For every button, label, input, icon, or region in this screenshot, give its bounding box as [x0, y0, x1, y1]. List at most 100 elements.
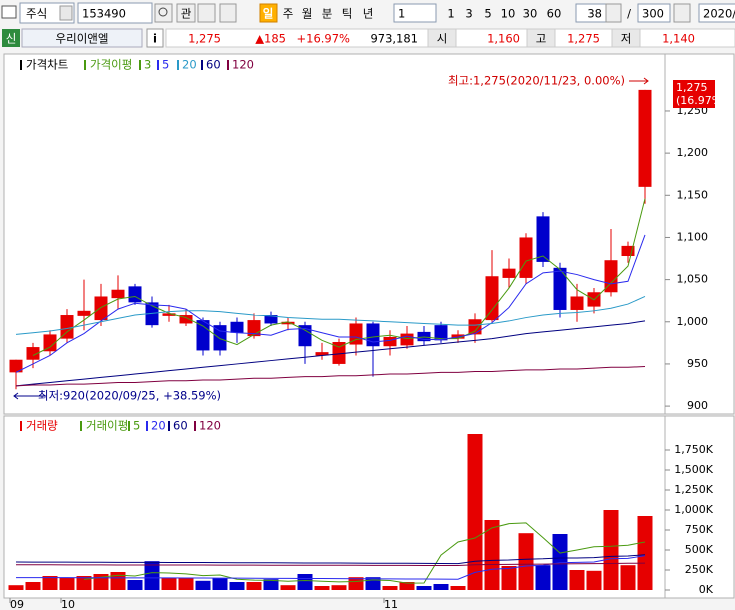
period-button[interactable]	[319, 4, 336, 22]
high-label: 고	[536, 32, 547, 46]
candle-body	[434, 325, 448, 341]
candle-body	[638, 89, 652, 187]
candle-body	[553, 267, 567, 310]
volume-bar	[433, 584, 449, 590]
info-button[interactable]	[146, 28, 164, 48]
legend-bar	[128, 421, 130, 431]
period-text: 년	[363, 7, 374, 21]
open-label: 시	[437, 32, 448, 46]
period-button[interactable]	[259, 3, 278, 23]
high-annotation: 최고:1,275(2020/11/23, 0.00%)	[448, 74, 625, 88]
candle-body	[43, 334, 57, 352]
period-text: 분	[322, 7, 333, 21]
candle-body	[536, 216, 550, 262]
ma-line	[15, 296, 646, 335]
candle-body	[519, 237, 533, 278]
volume-bar	[552, 534, 568, 590]
candle-body	[604, 260, 618, 293]
unit-button[interactable]	[442, 4, 460, 22]
volume-bar	[637, 516, 653, 590]
legend-bar	[201, 60, 203, 70]
unit-button[interactable]	[460, 4, 478, 22]
volume-bar	[416, 586, 432, 590]
y-tick-label: 1,050	[677, 273, 709, 286]
y-tick-label: 900	[687, 399, 708, 412]
volume-bar	[76, 576, 92, 590]
volume-bar	[484, 520, 500, 590]
search-button[interactable]	[154, 3, 173, 23]
max-count-input[interactable]	[637, 3, 671, 23]
watch-button[interactable]	[176, 3, 196, 23]
unit-button[interactable]	[499, 4, 517, 22]
volume-bar	[348, 577, 364, 590]
period-button[interactable]	[339, 4, 356, 22]
legend-entry: 3	[144, 58, 151, 72]
period-button[interactable]	[299, 4, 316, 22]
volume-bar	[212, 578, 228, 590]
price-ma-title: 가격이평	[90, 58, 132, 72]
period-button[interactable]	[360, 4, 377, 22]
code-input[interactable]	[77, 2, 153, 24]
volume-bar	[297, 574, 313, 590]
ma-line	[32, 198, 646, 356]
legend-entry: 5	[133, 419, 140, 433]
unit-button[interactable]	[479, 4, 497, 22]
last-price: 1,275	[676, 81, 708, 94]
candle-body	[281, 321, 295, 325]
legend-bar	[20, 60, 22, 70]
y-tick-label: 250K	[685, 563, 714, 576]
volume-bar	[399, 582, 415, 590]
volume-title: 거래량	[26, 419, 58, 433]
dropdown-button[interactable]	[59, 5, 73, 21]
volume-bar	[127, 580, 143, 590]
candle-body	[621, 245, 635, 257]
legend-bar	[139, 60, 141, 70]
candle-body	[502, 268, 516, 278]
settings-button[interactable]	[673, 3, 691, 23]
stock-name: 우리이앤엘	[56, 32, 109, 46]
candle-body	[77, 310, 91, 316]
volume-bar	[263, 579, 279, 590]
watch-text: 관	[181, 7, 192, 21]
y-tick-label: 1,000	[677, 315, 709, 328]
unit-select[interactable]	[393, 3, 437, 23]
price-panel	[3, 53, 735, 415]
volume-bar	[280, 585, 296, 590]
updown-button[interactable]	[219, 3, 237, 23]
y-tick-label: 1,750K	[674, 443, 713, 456]
candle-body	[128, 286, 142, 303]
y-tick-label: 1,200	[677, 146, 709, 159]
low-cell	[611, 28, 641, 48]
candle-body	[468, 319, 482, 335]
date-input[interactable]	[698, 3, 735, 23]
y-tick-label: 0K	[699, 583, 714, 596]
x-tick-label: 11	[384, 598, 398, 610]
volume-ma-title: 거래이평	[86, 419, 128, 433]
period-text: 월	[302, 7, 313, 21]
candle-body	[383, 336, 397, 347]
volume-bar	[110, 572, 126, 590]
candle-body	[94, 296, 108, 321]
low-arrowhead	[13, 392, 19, 400]
unit-button[interactable]	[545, 4, 563, 22]
legend-bar	[177, 60, 179, 70]
count-spinner[interactable]	[605, 3, 622, 23]
separator: /	[627, 7, 631, 21]
open-price: 1,160	[487, 32, 520, 46]
menu-icon[interactable]	[1, 5, 17, 19]
sync-button[interactable]	[197, 3, 216, 23]
legend-bar	[80, 421, 82, 431]
candle-body	[26, 347, 40, 360]
high-arrowhead	[643, 77, 649, 85]
legend-bar	[157, 60, 159, 70]
volume-bar	[586, 570, 602, 590]
candle-body	[9, 359, 23, 373]
y-tick-label: 1,250K	[674, 483, 713, 496]
y-tick-label: 950	[687, 357, 708, 370]
candle-body	[213, 325, 227, 351]
period-button[interactable]	[280, 4, 297, 22]
unit-button[interactable]	[521, 4, 539, 22]
legend-entry: 120	[232, 58, 254, 72]
market-text: 주식	[26, 7, 47, 21]
